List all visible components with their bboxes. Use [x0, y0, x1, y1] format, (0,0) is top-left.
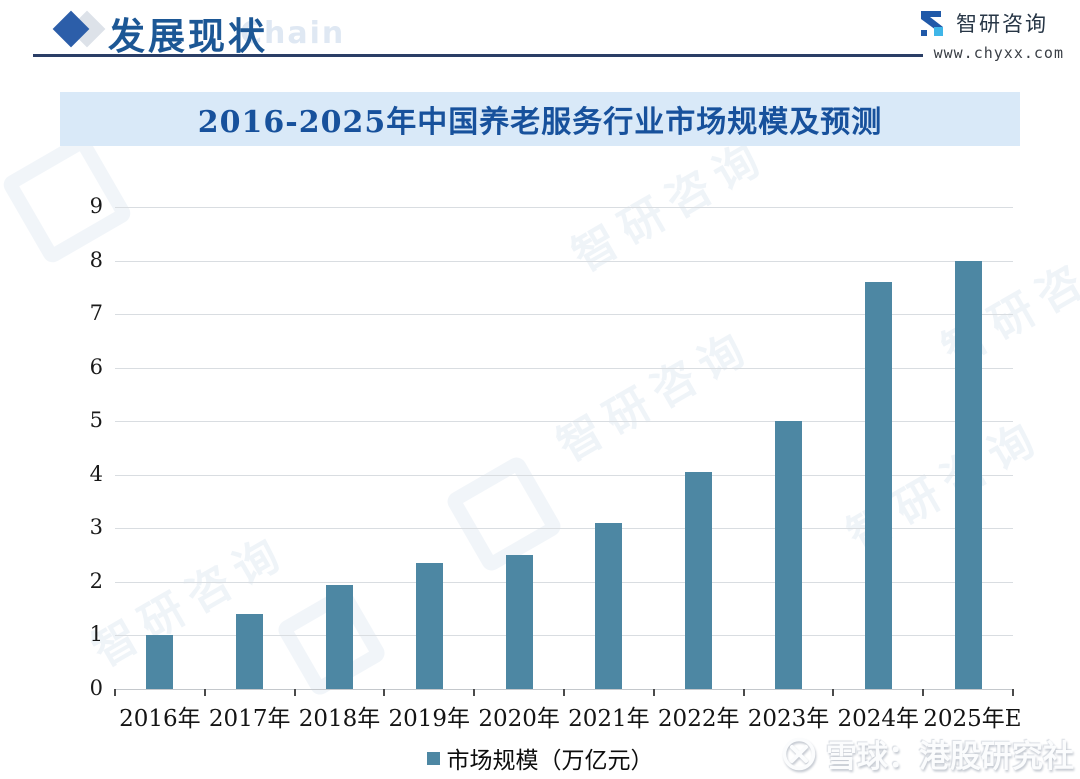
- plot-area: 2016年 2017年 2018年 2019年 2020年 2021年 2022年 2023年…: [114, 207, 1022, 732]
- y-tick-label: 7: [89, 301, 103, 326]
- x-axis-tick: [832, 689, 835, 696]
- y-tick-label: 6: [89, 354, 103, 379]
- y-tick-label: 1: [89, 622, 103, 647]
- y-tick-label: 4: [89, 461, 103, 486]
- xueqiu-watermark-text: 雪球：港股研究社: [826, 739, 1074, 775]
- x-tick-label: 2024年: [837, 706, 920, 732]
- legend-label: 市场规模（万亿元）: [446, 748, 654, 774]
- x-axis-tick: [563, 689, 565, 696]
- x-tick-label: 2022年: [657, 706, 740, 732]
- bar-2020年: [505, 555, 533, 689]
- x-tick-label: 2025年E: [923, 706, 1022, 732]
- gridline: [115, 474, 1013, 476]
- x-tick-label: 2019年: [388, 706, 471, 732]
- gridline: [115, 367, 1013, 369]
- bar-2024年: [864, 281, 892, 689]
- xueqiu-logo-icon: [782, 737, 816, 770]
- gridline: [115, 421, 1013, 423]
- x-axis-tick: [1012, 689, 1014, 696]
- x-axis-tick: [114, 689, 116, 696]
- y-tick-label: 0: [89, 676, 103, 700]
- x-tick-label: 2020年: [478, 706, 560, 732]
- bar-2017年: [236, 614, 264, 689]
- chart-title: 2016-2025年中国养老服务行业市场规模及预测: [197, 105, 883, 140]
- x-axis-tick: [473, 689, 476, 696]
- x-tick-label: 2023年: [747, 706, 830, 732]
- y-tick-label: 9: [89, 194, 103, 218]
- gridline: [115, 528, 1013, 530]
- x-axis-tick: [652, 689, 655, 696]
- bar-2018年: [326, 584, 353, 689]
- watermark-chain-text: Chain: [240, 16, 346, 51]
- header-divider: [33, 54, 923, 57]
- gridline: [115, 581, 1013, 583]
- bar-2019年: [415, 563, 443, 689]
- gridline: [115, 635, 1013, 637]
- x-tick-label: 2021年: [568, 706, 650, 732]
- bar-2021年: [595, 522, 623, 689]
- gridline: [115, 207, 1013, 208]
- brand-url: www.chyxx.com: [933, 44, 1064, 62]
- x-tick-label: 2018年: [298, 706, 381, 732]
- y-tick-label: 2: [89, 568, 103, 593]
- x-axis-tick: [742, 689, 745, 696]
- y-axis-labels: 0 1 2 3 4 5 6 7 8 9: [0, 194, 103, 700]
- legend-swatch: [426, 751, 440, 765]
- brand: 智研咨询: [918, 8, 1048, 38]
- x-axis-tick: [203, 689, 206, 696]
- chart-title-banner: 2016-2025年中国养老服务行业市场规模及预测: [60, 92, 1020, 146]
- y-tick-label: 5: [89, 408, 103, 433]
- x-axis-tick: [293, 689, 296, 696]
- y-tick-label: 8: [89, 247, 103, 272]
- xueqiu-watermark: 雪球：港股研究社: [781, 731, 1074, 776]
- y-tick-label: 3: [89, 515, 103, 540]
- x-tick-label: 2016年: [119, 706, 201, 732]
- bar-2016年: [146, 635, 174, 689]
- x-axis-tick: [383, 689, 386, 696]
- zhiyan-logo-icon: [921, 11, 943, 36]
- bar-2025年E: [954, 260, 982, 689]
- gridline: [115, 260, 1013, 262]
- bar-2022年: [685, 472, 713, 689]
- page-title: 发展现状: [108, 14, 268, 58]
- bar-2023年: [775, 421, 802, 689]
- x-tick-label: 2017年: [208, 706, 291, 732]
- gridline: [115, 314, 1013, 316]
- legend: 市场规模（万亿元）: [0, 741, 1080, 775]
- x-axis-tick: [922, 689, 925, 696]
- brand-name: 智研咨询: [956, 12, 1048, 36]
